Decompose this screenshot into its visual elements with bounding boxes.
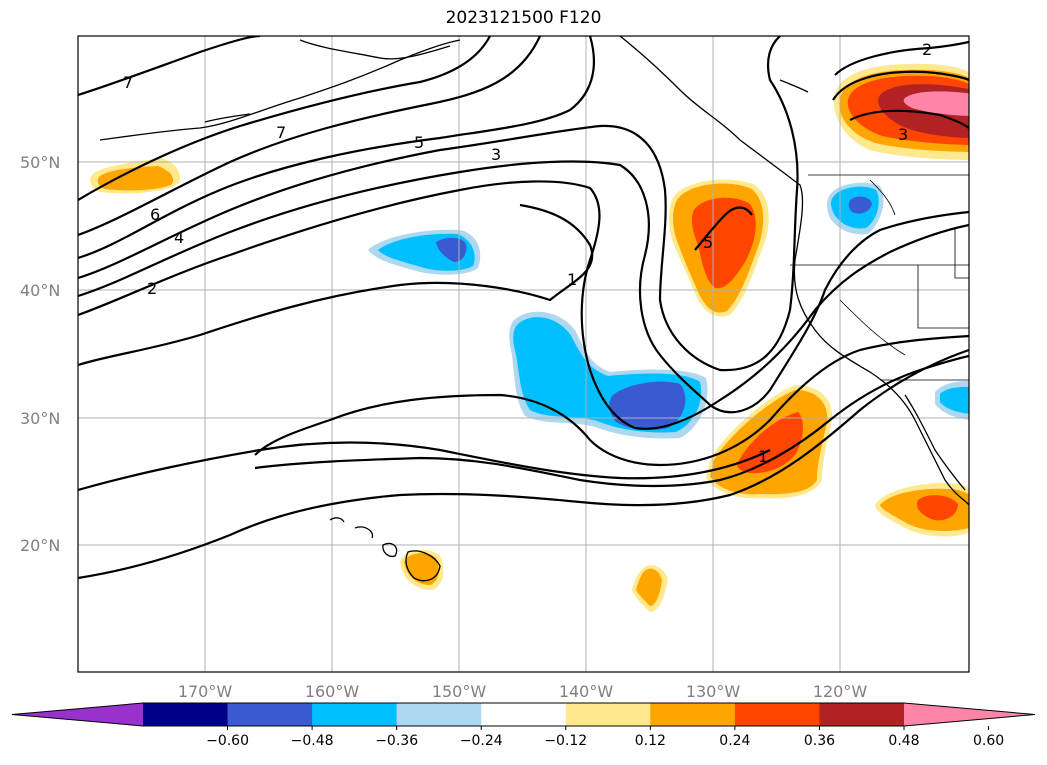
lon-label: 130°W [686,682,741,701]
positive-anomaly-southeast [916,495,958,521]
contour-label: 6 [150,205,160,224]
positive-anomaly-coast [691,197,756,289]
lat-label: 40°N [20,281,60,300]
lat-label: 50°N [20,153,60,172]
lon-label: 170°W [178,682,233,701]
lon-label: 140°W [559,682,614,701]
lat-label: 20°N [20,536,60,555]
positive-anomaly-west [97,166,174,191]
lon-label: 120°W [813,682,868,701]
contour-label: 3 [898,125,908,144]
lon-label: 160°W [305,682,360,701]
lon-label: 150°W [432,682,487,701]
negative-anomaly-east [940,386,969,414]
colorbar-tick-label: −0.36 [375,733,418,749]
map-title: 2023121500 F120 [445,8,602,28]
contour-label: 4 [174,228,184,247]
colorbar-extension-low [12,703,143,726]
colorbar-tick-label: −0.12 [544,733,587,749]
colorbar-swatch [143,703,229,726]
map-frame [77,35,970,673]
latitude-labels: 50°N 40°N 30°N 20°N [20,153,60,555]
colorbar-tick-label: 0.24 [719,733,750,749]
colorbar-swatch [734,703,820,726]
colorbar-tick-label: −0.48 [291,733,334,749]
colorbar-tick-label: 0.12 [635,733,666,749]
longitude-labels: 170°W 160°W 150°W 140°W 130°W 120°W [178,682,868,701]
height-contours [78,36,969,580]
contour-label: 7 [123,73,133,92]
colorbar-swatch [819,703,905,726]
colorbar-swatch [312,703,398,726]
colorbar-swatch [565,703,651,726]
colorbar-outline [11,702,1036,727]
contour-label: 2 [922,40,932,59]
contour-labels: 7 7 5 3 6 4 2 1 5 1 2 3 [123,40,932,466]
colorbar-tick-label: −0.60 [206,733,249,749]
colorbar-swatch [650,703,736,726]
contour-label: 7 [276,123,286,142]
colorbar-extension-high [904,703,1035,726]
colorbar-labels: −0.60 −0.48 −0.36 −0.24 −0.12 0.12 0.24 0.36 0.4… [206,726,1004,749]
colorbar-swatch [396,703,482,726]
colorbar-tick-label: 0.36 [804,733,835,749]
lat-label: 30°N [20,409,60,428]
contour-label: 5 [703,233,713,252]
contour-label: 1 [567,270,577,289]
contour-label: 5 [414,133,424,152]
positive-anomaly-small [636,568,662,606]
colorbar-tick-label: 0.48 [888,733,919,749]
colorbar-tick-label: 0.60 [973,733,1004,749]
colorbar-tick-label: −0.24 [460,733,503,749]
coastlines [99,36,969,582]
colorbar-swatch [227,703,313,726]
contour-label: 3 [491,145,501,164]
contour-label: 1 [758,447,768,466]
anomaly-shading [90,63,969,612]
contour-label: 2 [147,279,157,298]
gridlines [78,36,969,672]
positive-anomaly-ne [903,91,969,116]
colorbar-swatch [481,703,567,726]
colorbar [11,702,1036,727]
negative-anomaly-inland [848,196,872,214]
